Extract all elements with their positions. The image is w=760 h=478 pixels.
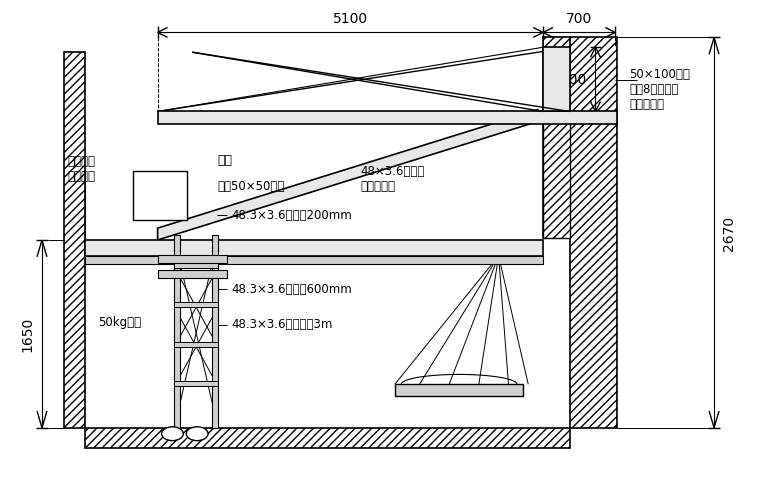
Ellipse shape bbox=[186, 427, 208, 441]
Bar bbox=[174, 342, 218, 347]
Bar bbox=[157, 111, 617, 124]
Polygon shape bbox=[157, 109, 538, 240]
Bar bbox=[395, 384, 524, 396]
Bar bbox=[212, 235, 218, 428]
Text: 700: 700 bbox=[565, 12, 592, 26]
Text: 48.3×3.6钢管间200mm: 48.3×3.6钢管间200mm bbox=[232, 209, 353, 222]
Bar bbox=[543, 120, 570, 238]
Text: 2670: 2670 bbox=[722, 216, 736, 250]
Bar bbox=[174, 381, 218, 386]
Bar bbox=[174, 235, 180, 428]
Ellipse shape bbox=[162, 427, 183, 441]
Bar bbox=[174, 263, 218, 268]
Text: 48.3×3.6钢管长度3m: 48.3×3.6钢管长度3m bbox=[232, 318, 333, 331]
Bar bbox=[85, 256, 543, 264]
Text: 1650: 1650 bbox=[20, 316, 34, 351]
Bar bbox=[64, 52, 85, 428]
Bar bbox=[157, 270, 226, 278]
Bar bbox=[174, 302, 218, 307]
Text: 50×100枕木
采用8号线与框
梁有效固定: 50×100枕木 采用8号线与框 梁有效固定 bbox=[629, 68, 690, 111]
Bar bbox=[543, 37, 570, 238]
Text: 满铺50×50跳板: 满铺50×50跳板 bbox=[217, 180, 284, 193]
Text: 48×3.6钢管前
端有效固定: 48×3.6钢管前 端有效固定 bbox=[360, 165, 425, 193]
Bar bbox=[570, 37, 617, 428]
Text: 48.3×3.6钢管长度3m: 48.3×3.6钢管长度3m bbox=[232, 243, 333, 256]
Text: 48.3×3.6钢管间600mm: 48.3×3.6钢管间600mm bbox=[232, 283, 353, 296]
Text: 50kg沙袋: 50kg沙袋 bbox=[98, 315, 141, 328]
Text: 与建筑物
有效连接: 与建筑物 有效连接 bbox=[68, 155, 96, 183]
Text: 700: 700 bbox=[562, 73, 587, 87]
Text: 配重: 配重 bbox=[217, 154, 232, 167]
Bar bbox=[85, 428, 570, 447]
Bar bbox=[543, 47, 570, 111]
Text: 5100: 5100 bbox=[333, 12, 368, 26]
Bar bbox=[157, 255, 226, 263]
Bar bbox=[133, 171, 187, 220]
Bar bbox=[85, 240, 543, 256]
